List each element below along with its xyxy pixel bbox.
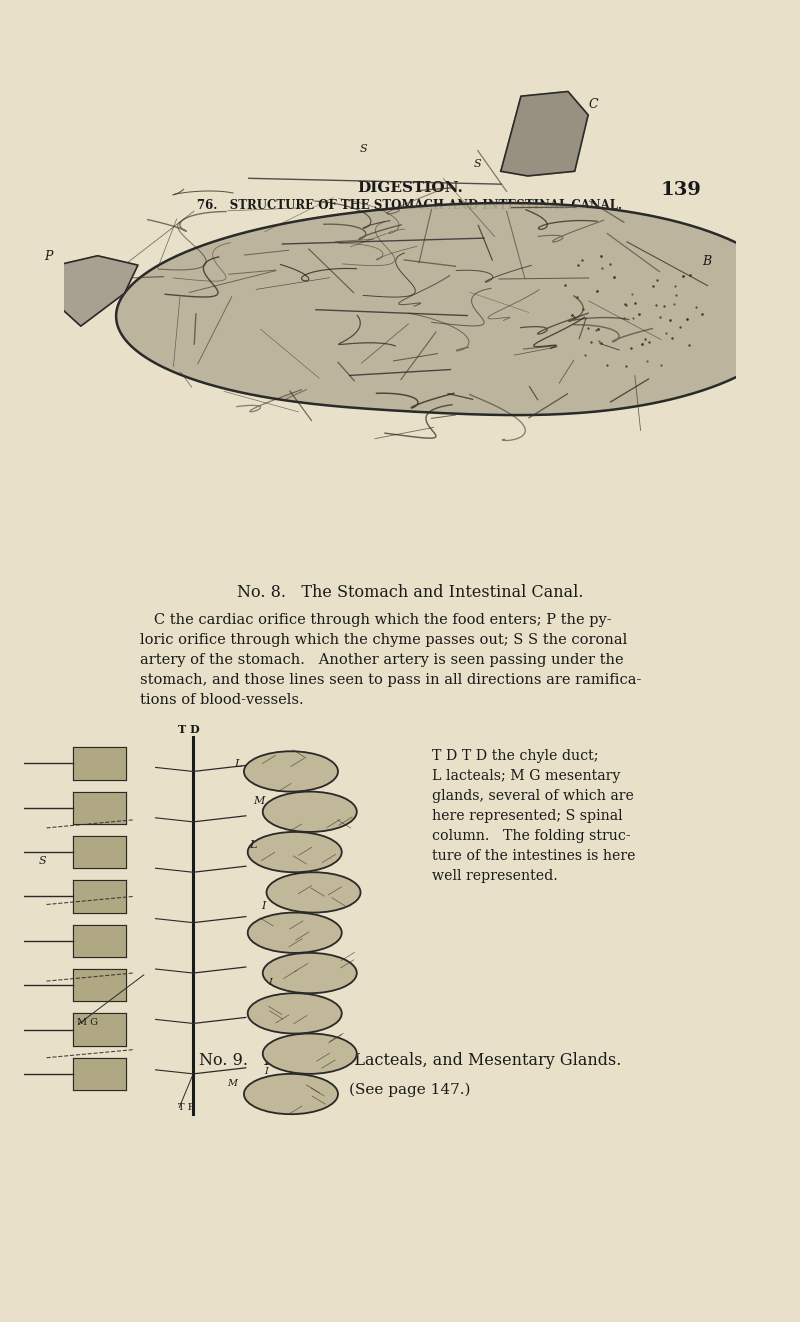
- Ellipse shape: [244, 1073, 338, 1114]
- Bar: [73, 1014, 126, 1046]
- Polygon shape: [501, 91, 588, 176]
- Bar: [73, 1058, 126, 1089]
- Bar: [73, 792, 126, 824]
- Bar: [73, 836, 126, 869]
- Polygon shape: [0, 884, 20, 908]
- Bar: [73, 924, 126, 957]
- Polygon shape: [0, 928, 20, 953]
- Text: C: C: [588, 98, 598, 111]
- Text: L: L: [250, 839, 257, 850]
- Text: S: S: [360, 144, 367, 155]
- Text: I: I: [261, 900, 266, 911]
- Text: S: S: [474, 159, 482, 169]
- Ellipse shape: [248, 912, 342, 953]
- Polygon shape: [47, 255, 138, 327]
- Text: T P: T P: [178, 1103, 194, 1112]
- Ellipse shape: [248, 993, 342, 1034]
- Ellipse shape: [262, 792, 357, 832]
- Text: No. 9.   Intestines, Lacteals, and Mesentary Glands.: No. 9. Intestines, Lacteals, and Mesenta…: [199, 1052, 621, 1069]
- Polygon shape: [0, 796, 20, 820]
- Text: S: S: [39, 857, 46, 866]
- Ellipse shape: [262, 953, 357, 993]
- Bar: [73, 969, 126, 1001]
- Bar: [73, 747, 126, 780]
- Text: (See page 147.): (See page 147.): [350, 1083, 470, 1097]
- Text: T D: T D: [178, 724, 200, 735]
- Text: 139: 139: [661, 181, 702, 200]
- Bar: [73, 880, 126, 912]
- Text: I: I: [268, 978, 272, 988]
- Polygon shape: [0, 839, 20, 865]
- Text: C the cardiac orifice through which the food enters; P the py-
loric orifice thr: C the cardiac orifice through which the …: [140, 612, 642, 707]
- Polygon shape: [0, 1062, 20, 1085]
- Ellipse shape: [244, 751, 338, 792]
- Text: T D T D the chyle duct;
L lacteals; M G mesentary
glands, several of which are
h: T D T D the chyle duct; L lacteals; M G …: [432, 750, 635, 883]
- Text: No. 8.   The Stomach and Intestinal Canal.: No. 8. The Stomach and Intestinal Canal.: [237, 584, 583, 602]
- Polygon shape: [0, 751, 20, 776]
- Ellipse shape: [266, 873, 361, 912]
- Ellipse shape: [248, 832, 342, 873]
- Text: L: L: [234, 759, 242, 769]
- Text: P: P: [44, 250, 52, 263]
- Text: M: M: [254, 796, 265, 805]
- Polygon shape: [0, 973, 20, 997]
- Text: 76.   STRUCTURE OF THE STOMACH AND INTESTINAL CANAL.: 76. STRUCTURE OF THE STOMACH AND INTESTI…: [198, 200, 622, 213]
- Polygon shape: [0, 1018, 20, 1042]
- Text: M G: M G: [77, 1018, 98, 1027]
- Text: DIGESTION.: DIGESTION.: [357, 181, 463, 196]
- Polygon shape: [116, 204, 797, 415]
- Text: B: B: [702, 255, 711, 268]
- Text: M: M: [227, 1079, 237, 1088]
- Text: I: I: [265, 1067, 269, 1076]
- Ellipse shape: [262, 1034, 357, 1073]
